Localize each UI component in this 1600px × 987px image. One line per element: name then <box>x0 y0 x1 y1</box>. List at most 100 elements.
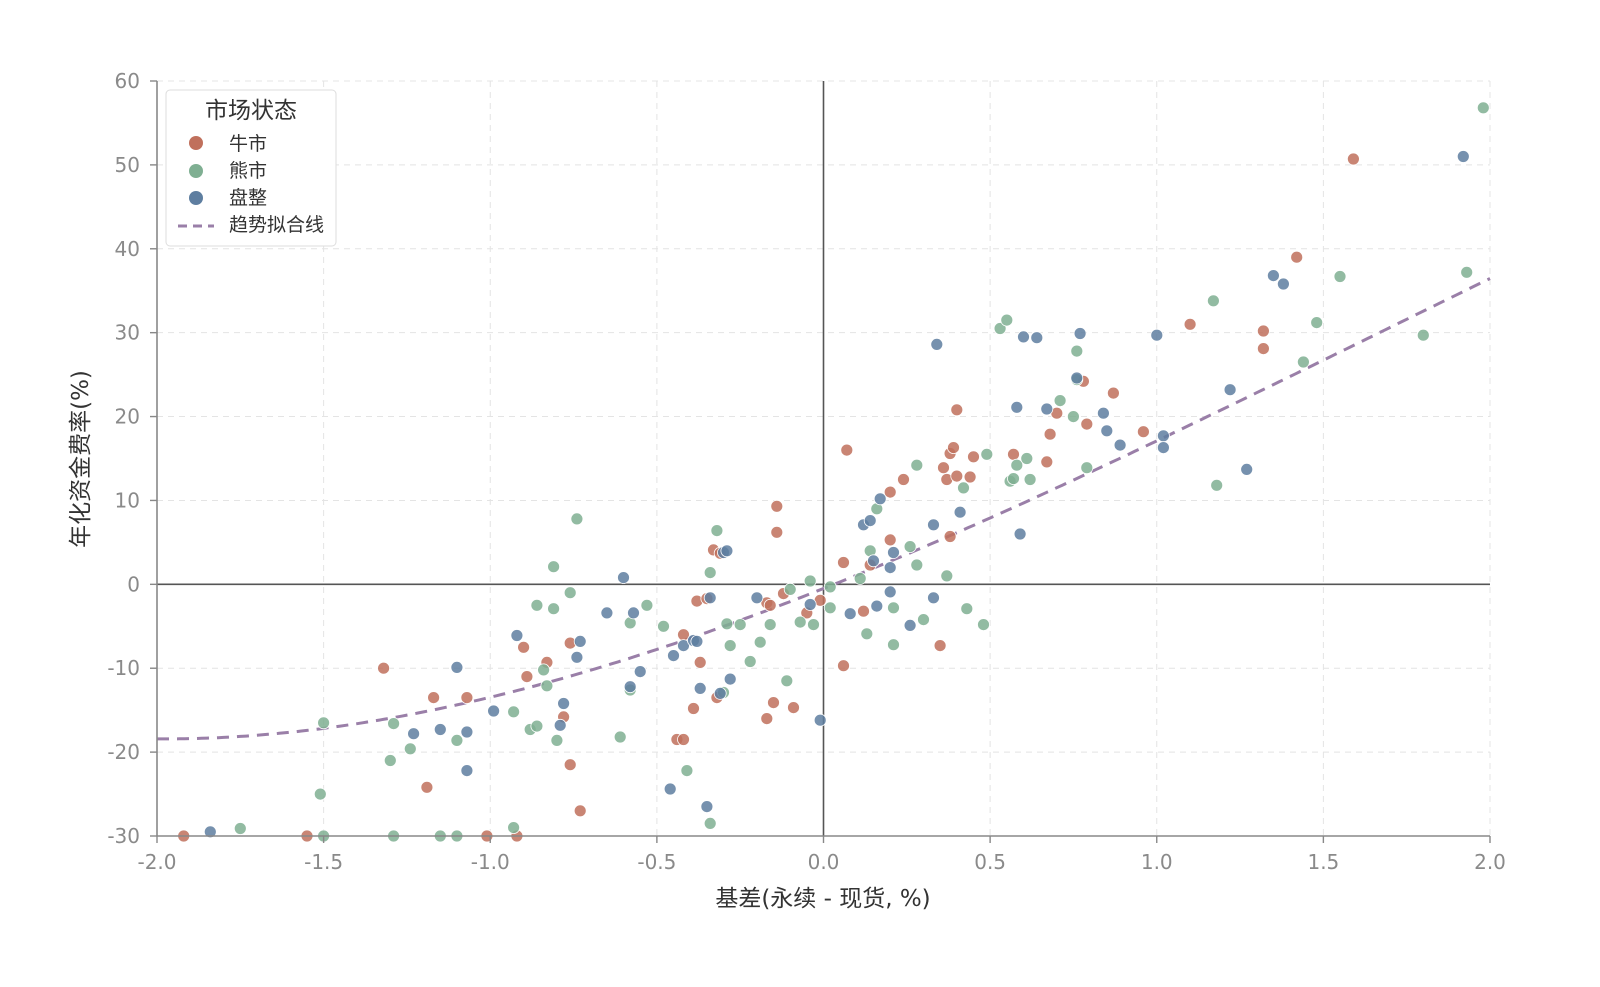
point-s2-58 <box>1157 441 1170 455</box>
y-tick-label-4: 10 <box>115 488 140 512</box>
series-1 <box>233 101 1490 843</box>
point-s1-65 <box>1010 458 1024 472</box>
point-s1-50 <box>887 601 900 615</box>
point-s2-3 <box>450 661 464 674</box>
point-s1-55 <box>917 613 930 626</box>
point-s2-51 <box>1070 371 1084 385</box>
point-s1-11 <box>507 821 520 834</box>
point-s2-25 <box>713 687 727 700</box>
point-s1-76 <box>1310 316 1324 330</box>
point-s1-51 <box>887 638 900 652</box>
point-s2-60 <box>1240 462 1254 476</box>
point-s2-43 <box>927 518 940 532</box>
point-s0-63 <box>1257 342 1270 356</box>
point-s0-60 <box>1137 425 1150 439</box>
point-s2-37 <box>873 492 887 506</box>
point-s0-2 <box>377 661 391 675</box>
legend-marker-bear <box>189 164 203 178</box>
point-s1-61 <box>993 322 1007 335</box>
point-s0-3 <box>427 691 441 704</box>
legend-label-bear: 熊市 <box>229 160 267 182</box>
legend: 市场状态 牛市 熊市 盘整 趋势拟合线 <box>165 89 337 247</box>
point-s0-4 <box>420 780 434 794</box>
point-s2-30 <box>803 598 817 611</box>
point-s0-44 <box>937 461 950 475</box>
point-s1-39 <box>780 674 794 688</box>
point-s0-14 <box>573 804 587 818</box>
y-tick-label-6: 30 <box>115 321 140 345</box>
point-s0-25 <box>760 712 774 725</box>
point-s1-77 <box>1333 270 1347 283</box>
point-s2-32 <box>843 607 857 621</box>
point-s0-9 <box>520 670 534 683</box>
y-tick-label-8: 50 <box>115 153 140 177</box>
point-s2-28 <box>723 672 737 686</box>
point-s1-27 <box>657 619 670 633</box>
point-s0-5 <box>460 691 474 704</box>
point-s1-57 <box>957 481 970 495</box>
point-s1-15 <box>530 719 544 733</box>
point-s0-37 <box>840 443 854 457</box>
point-s0-40 <box>883 485 897 499</box>
point-s2-63 <box>1456 150 1470 163</box>
y-axis-title: 年化资金费率(%) <box>68 370 94 548</box>
x-tick-label-3: -0.5 <box>637 850 676 874</box>
y-tick-label-5: 20 <box>115 405 140 429</box>
point-s1-52 <box>903 540 917 553</box>
point-s1-70 <box>1070 344 1084 358</box>
point-s1-80 <box>1476 101 1490 115</box>
point-s1-46 <box>853 572 867 585</box>
point-s2-12 <box>600 606 614 620</box>
point-s1-9 <box>450 734 464 747</box>
x-axis-ticks: -2.0 -1.5 -1.0 -0.5 0.0 0.5 1.0 1.5 2.0 <box>137 836 1506 874</box>
point-s1-68 <box>1053 394 1067 408</box>
point-s1-34 <box>723 639 737 652</box>
point-s0-61 <box>1183 317 1197 331</box>
point-s2-17 <box>663 782 677 796</box>
point-s2-39 <box>883 585 897 599</box>
point-s1-44 <box>823 601 837 615</box>
point-s1-21 <box>563 586 577 600</box>
point-s0-42 <box>897 473 910 486</box>
point-s1-37 <box>753 635 767 649</box>
point-s2-7 <box>510 629 524 642</box>
y-axis-ticks: -30 -20 -10 0 10 20 30 40 50 60 <box>107 69 157 848</box>
y-tick-label-0: -30 <box>107 824 140 848</box>
x-tick-label-6: 1.0 <box>1141 850 1173 874</box>
point-s2-27 <box>720 544 734 558</box>
x-tick-label-2: -1.0 <box>471 850 510 874</box>
x-tick-label-0: -2.0 <box>137 850 176 874</box>
point-s2-35 <box>867 554 880 568</box>
point-s0-28 <box>767 696 780 709</box>
x-tick-label-1: -1.5 <box>304 850 343 874</box>
point-s2-34 <box>863 514 877 527</box>
point-s2-8 <box>553 718 567 732</box>
point-s1-58 <box>960 602 974 616</box>
point-s1-72 <box>1080 461 1094 475</box>
point-s0-62 <box>1257 324 1270 338</box>
point-s2-53 <box>1097 406 1110 420</box>
point-s0-55 <box>1043 427 1057 441</box>
legend-title: 市场状态 <box>205 98 297 124</box>
point-s1-0 <box>233 822 247 835</box>
point-s1-74 <box>1210 478 1224 492</box>
point-s2-61 <box>1267 269 1280 283</box>
point-s2-46 <box>1010 400 1024 414</box>
series-2 <box>203 150 1470 839</box>
point-s2-11 <box>573 635 587 648</box>
legend-label-range: 盘整 <box>229 187 267 209</box>
trend-line-layer <box>157 277 1491 741</box>
point-s0-36 <box>837 659 850 673</box>
point-s2-10 <box>570 650 584 664</box>
point-s0-41 <box>883 533 897 547</box>
point-s1-69 <box>1067 410 1080 424</box>
point-s1-33 <box>720 617 734 631</box>
point-s0-59 <box>1107 386 1120 400</box>
point-s0-52 <box>967 450 980 464</box>
point-s1-40 <box>783 583 797 596</box>
point-s0-32 <box>787 701 800 714</box>
point-s1-28 <box>680 764 694 777</box>
y-tick-label-1: -20 <box>107 740 140 764</box>
point-s1-64 <box>1007 472 1020 486</box>
